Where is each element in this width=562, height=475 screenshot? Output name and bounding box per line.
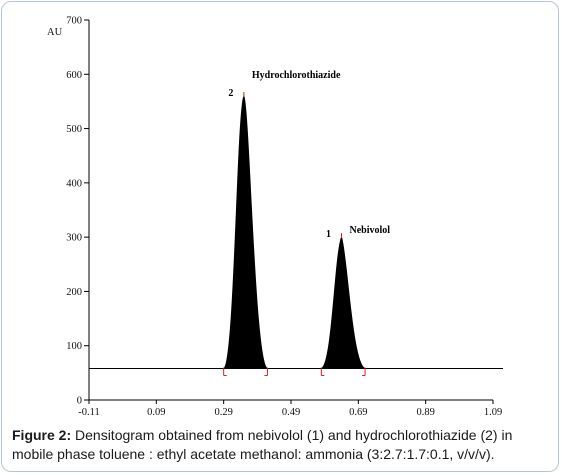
caption-label: Figure 2: [12, 427, 72, 443]
peak-nebivolol [320, 235, 366, 370]
peak-name-label: Nebivolol [350, 225, 391, 236]
x-tick-label: -0.11 [78, 407, 99, 418]
y-tick-label: 200 [66, 287, 82, 298]
x-tick-label: 0.89 [416, 407, 434, 418]
y-axis-label: AU [47, 27, 63, 38]
x-axis: -0.11 0.09 0.29 0.49 0.69 0.89 1.09 [78, 399, 502, 418]
figure-caption: Figure 2: Densitogram obtained from nebi… [12, 426, 552, 464]
y-tick-label: 400 [66, 178, 82, 189]
peak-name-label: Hydrochlorothiazide [252, 70, 341, 81]
densitogram-chart: AU 0 100 200 300 400 500 600 700 -0.11 0.09 0.29 0… [47, 16, 503, 418]
y-axis: 0 100 200 300 400 500 600 700 [66, 16, 90, 407]
peak-number-label: 2 [228, 88, 233, 99]
y-tick-label: 100 [66, 341, 82, 352]
x-tick-label: 1.09 [484, 407, 502, 418]
x-tick-label: 0.29 [214, 407, 232, 418]
peaks: 2 Hydrochlorothiazide 1 Nebivolol [223, 70, 391, 377]
y-tick-label: 300 [66, 233, 82, 244]
x-tick-label: 0.69 [349, 407, 367, 418]
y-tick-label: 0 [77, 396, 82, 407]
y-tick-label: 600 [66, 70, 82, 81]
y-tick-label: 500 [66, 124, 82, 135]
caption-text: Densitogram obtained from nebivolol (1) … [12, 427, 513, 462]
x-tick-label: 0.49 [282, 407, 300, 418]
peak-hydrochlorothiazide [223, 94, 268, 370]
peak-number-label: 1 [326, 229, 331, 240]
y-tick-label: 700 [66, 16, 82, 27]
x-tick-label: 0.09 [147, 407, 165, 418]
